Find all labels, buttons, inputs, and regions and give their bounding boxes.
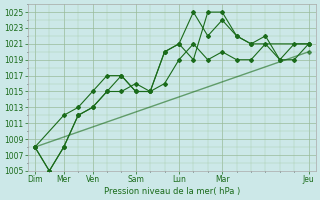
X-axis label: Pression niveau de la mer( hPa ): Pression niveau de la mer( hPa )	[104, 187, 240, 196]
